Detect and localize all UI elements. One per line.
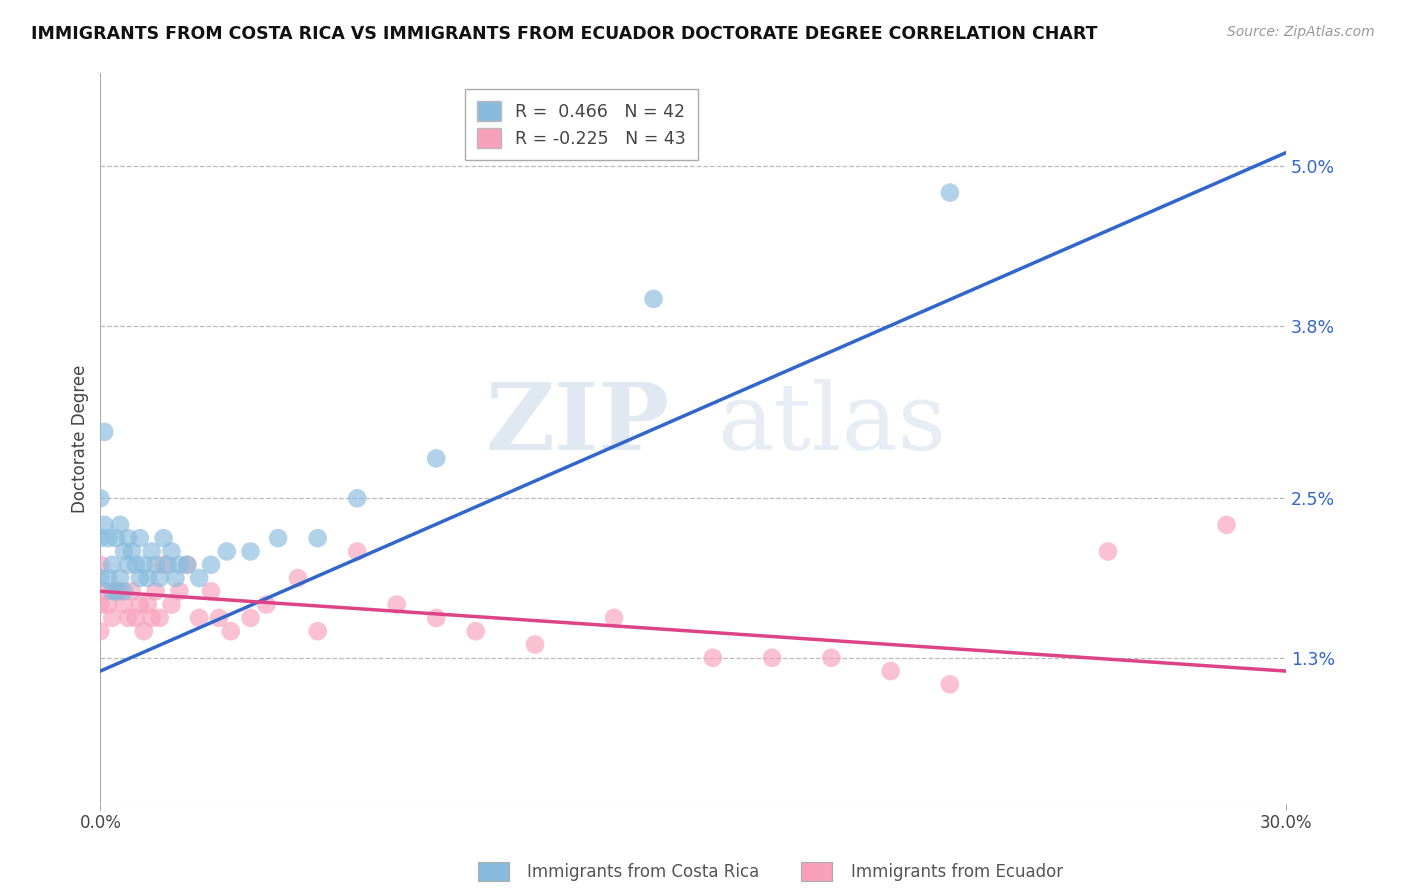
Point — [145, 558, 167, 572]
Point — [121, 584, 143, 599]
Point — [108, 584, 131, 599]
Point — [287, 571, 309, 585]
Point — [346, 491, 368, 506]
Point — [125, 558, 148, 572]
Point — [385, 598, 408, 612]
Point — [239, 611, 262, 625]
Point — [879, 664, 901, 678]
Point — [152, 558, 174, 572]
Y-axis label: Doctorate Degree: Doctorate Degree — [72, 364, 89, 513]
Text: atlas: atlas — [717, 379, 946, 469]
Point — [105, 584, 128, 599]
Point — [1097, 544, 1119, 558]
Point — [208, 611, 231, 625]
Point — [188, 571, 211, 585]
Point — [89, 624, 111, 639]
Point — [89, 571, 111, 585]
Point — [128, 531, 150, 545]
Point — [254, 598, 277, 612]
Point — [200, 558, 222, 572]
Point — [149, 571, 172, 585]
Legend: R =  0.466   N = 42, R = -0.225   N = 43: R = 0.466 N = 42, R = -0.225 N = 43 — [464, 89, 697, 161]
Point — [97, 571, 120, 585]
Point — [425, 611, 447, 625]
Point — [176, 558, 198, 572]
Text: Source: ZipAtlas.com: Source: ZipAtlas.com — [1227, 25, 1375, 39]
Point — [188, 611, 211, 625]
Point — [128, 571, 150, 585]
Point — [939, 677, 962, 691]
Point — [939, 186, 962, 200]
Point — [136, 598, 159, 612]
Point — [93, 517, 115, 532]
Point — [169, 558, 191, 572]
Point — [136, 571, 159, 585]
Point — [215, 544, 238, 558]
Text: IMMIGRANTS FROM COSTA RICA VS IMMIGRANTS FROM ECUADOR DOCTORATE DEGREE CORRELATI: IMMIGRANTS FROM COSTA RICA VS IMMIGRANTS… — [31, 25, 1098, 43]
Point — [346, 544, 368, 558]
Point — [125, 611, 148, 625]
Point — [200, 584, 222, 599]
Point — [267, 531, 290, 545]
Point — [145, 584, 167, 599]
Point — [761, 650, 783, 665]
Point — [160, 544, 183, 558]
Point — [108, 571, 131, 585]
Point — [643, 292, 665, 306]
Text: Immigrants from Ecuador: Immigrants from Ecuador — [851, 863, 1063, 881]
Point — [89, 491, 111, 506]
Point — [93, 584, 115, 599]
Point — [117, 531, 139, 545]
Point — [101, 558, 124, 572]
Point — [307, 624, 329, 639]
Point — [425, 451, 447, 466]
Point — [603, 611, 626, 625]
Point — [156, 558, 179, 572]
Point — [1215, 517, 1237, 532]
Point — [105, 584, 128, 599]
Point — [141, 611, 163, 625]
Point — [219, 624, 242, 639]
Point — [524, 638, 547, 652]
Point — [89, 531, 111, 545]
Point — [132, 558, 155, 572]
Point — [117, 611, 139, 625]
Point — [820, 650, 842, 665]
Point — [101, 611, 124, 625]
Point — [89, 598, 111, 612]
Point — [112, 598, 135, 612]
Point — [93, 425, 115, 439]
Point — [117, 558, 139, 572]
Point — [97, 598, 120, 612]
Point — [149, 611, 172, 625]
Point — [176, 558, 198, 572]
Point — [97, 531, 120, 545]
Point — [112, 584, 135, 599]
Point — [165, 571, 187, 585]
Point — [89, 558, 111, 572]
Point — [464, 624, 486, 639]
Point — [108, 517, 131, 532]
Point — [128, 598, 150, 612]
Point — [132, 624, 155, 639]
Point — [307, 531, 329, 545]
Text: Immigrants from Costa Rica: Immigrants from Costa Rica — [527, 863, 759, 881]
Point — [160, 598, 183, 612]
Point — [112, 544, 135, 558]
Text: ZIP: ZIP — [485, 379, 669, 469]
Point — [121, 544, 143, 558]
Point — [169, 584, 191, 599]
Point — [702, 650, 724, 665]
Point — [141, 544, 163, 558]
Point — [105, 531, 128, 545]
Point — [239, 544, 262, 558]
Point — [152, 531, 174, 545]
Point — [101, 584, 124, 599]
